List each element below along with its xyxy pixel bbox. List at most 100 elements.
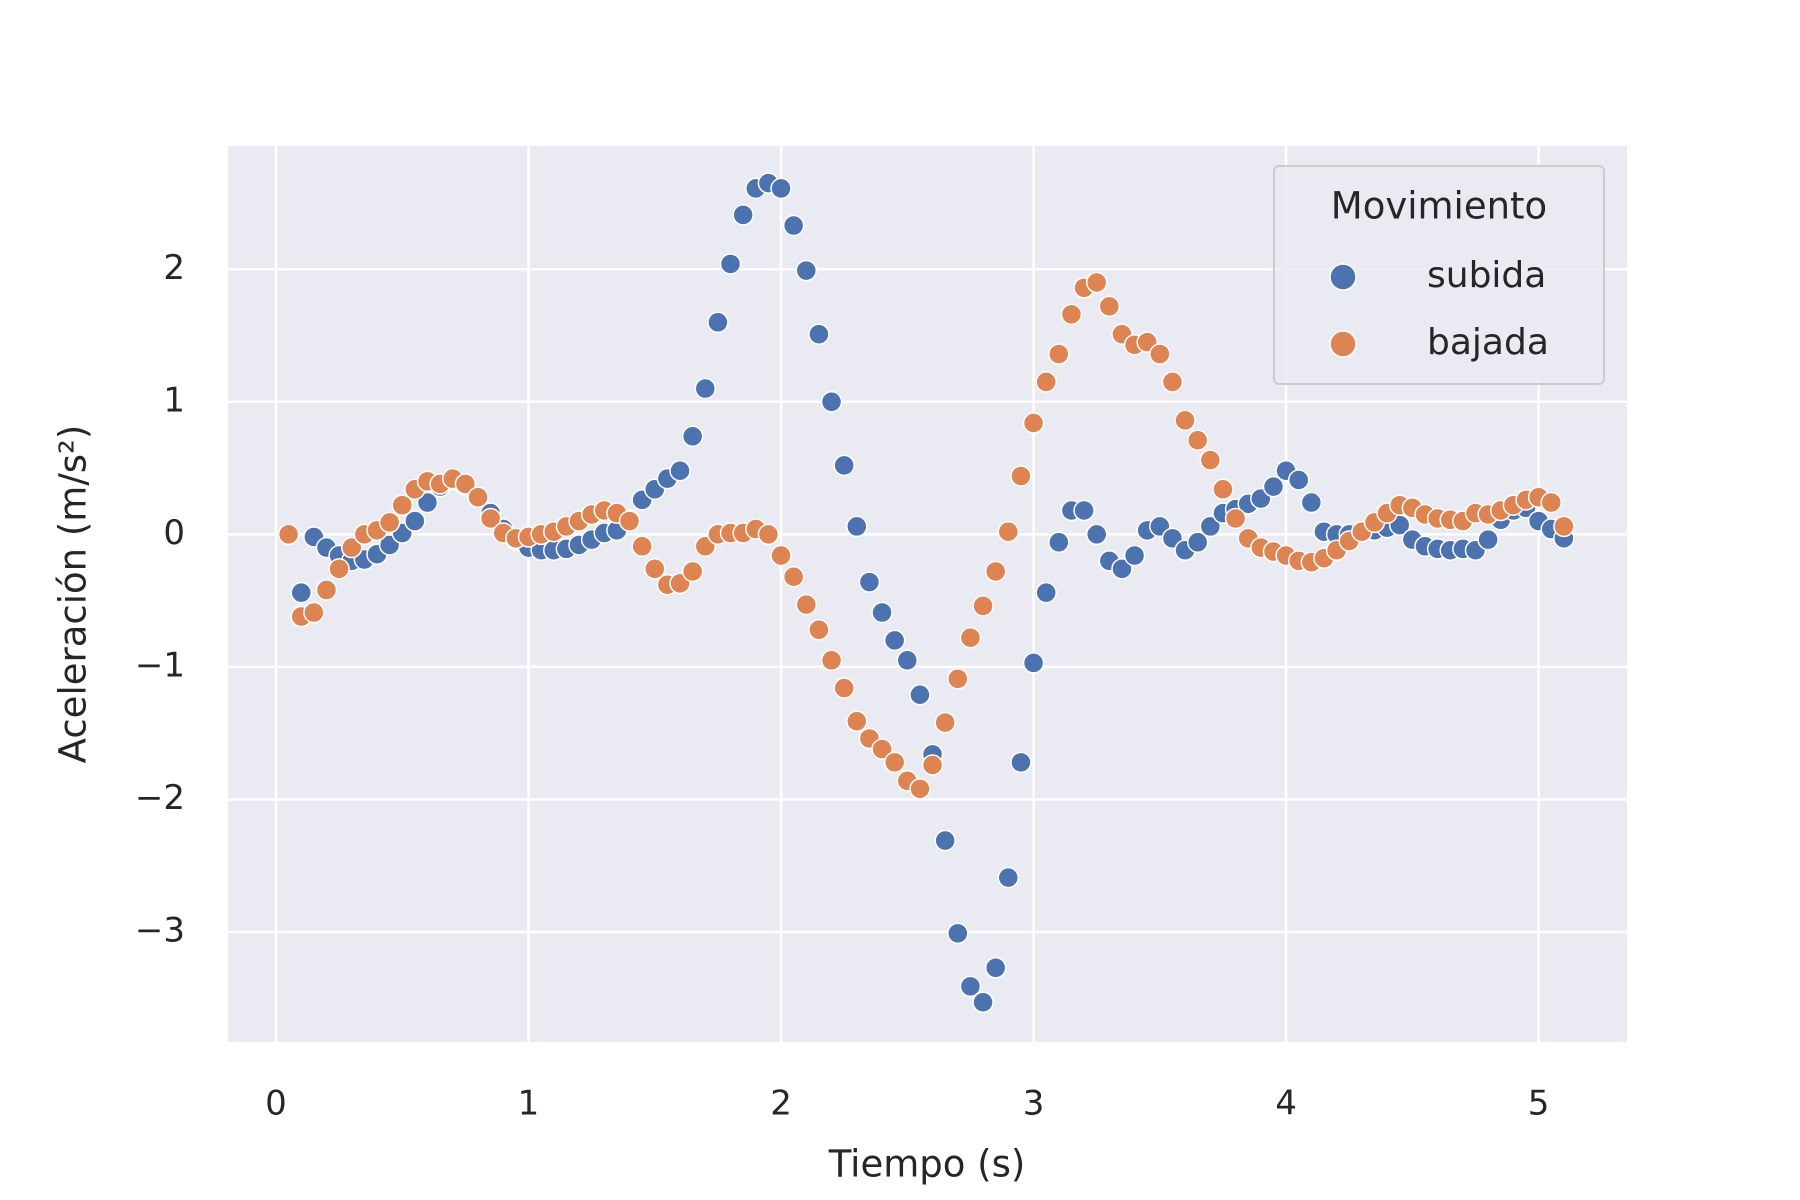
scatter-point xyxy=(707,311,729,334)
scatter-point xyxy=(303,601,325,624)
scatter-point xyxy=(1199,449,1222,471)
legend-box xyxy=(1273,165,1605,385)
scatter-point xyxy=(883,629,906,652)
scatter-point xyxy=(909,778,931,800)
scatter-point xyxy=(1553,515,1575,538)
legend: Movimiento subida bajada xyxy=(1273,165,1605,385)
scatter-point xyxy=(871,738,893,760)
scatter-point xyxy=(997,866,1020,889)
scatter-point xyxy=(1161,371,1184,393)
scatter-point xyxy=(921,754,944,776)
scatter-point xyxy=(681,560,704,583)
scatter-point xyxy=(1300,491,1323,514)
scatter-point xyxy=(1073,499,1095,522)
legend-label: subida xyxy=(1427,255,1546,296)
scatter-point xyxy=(1174,409,1196,432)
scatter-point xyxy=(391,494,413,516)
x-tick-label: 2 xyxy=(770,1084,792,1124)
scatter-point xyxy=(290,581,312,604)
scatter-point xyxy=(1022,412,1045,434)
scatter-point xyxy=(934,829,956,852)
scatter-point xyxy=(618,510,641,532)
scatter-point xyxy=(719,253,742,275)
scatter-point xyxy=(972,595,994,617)
y-tick-label: −2 xyxy=(135,778,185,818)
legend-title: Movimiento xyxy=(1331,185,1547,228)
scatter-point xyxy=(340,536,363,559)
scatter-point xyxy=(1035,581,1057,604)
scatter-point xyxy=(1085,523,1108,546)
scatter-point xyxy=(833,454,855,477)
scatter-point xyxy=(770,544,792,567)
scatter-point xyxy=(846,515,868,538)
scatter-point xyxy=(1149,343,1171,365)
y-tick-label: 2 xyxy=(163,248,185,288)
y-tick-label: −1 xyxy=(135,645,185,685)
scatter-point xyxy=(1186,531,1209,554)
scatter-point xyxy=(934,711,956,734)
scatter-point xyxy=(795,593,818,616)
scatter-point xyxy=(984,560,1007,583)
x-tick-label: 0 xyxy=(265,1084,287,1124)
scatter-point xyxy=(1035,371,1057,393)
scatter-point xyxy=(1010,465,1032,487)
scatter-point xyxy=(479,507,502,530)
scatter-point xyxy=(669,459,691,482)
scatter-point xyxy=(681,425,704,448)
scatter-point xyxy=(644,558,666,580)
scatter-point xyxy=(984,957,1007,979)
scatter-point xyxy=(1022,652,1045,674)
scatter-point xyxy=(1199,515,1222,538)
x-tick-label: 4 xyxy=(1275,1084,1297,1124)
scatter-point xyxy=(1098,295,1121,318)
y-tick-label: 0 xyxy=(163,513,185,553)
scatter-point xyxy=(972,991,994,1013)
scatter-point xyxy=(909,683,931,706)
scatter-point xyxy=(871,601,893,624)
scatter-point xyxy=(694,377,717,400)
scatter-point xyxy=(1224,507,1247,530)
scatter-point xyxy=(1540,491,1562,514)
scatter-point xyxy=(378,511,401,534)
scatter-point xyxy=(757,523,780,546)
scatter-point xyxy=(315,579,338,601)
scatter-point xyxy=(883,751,906,774)
scatter-point xyxy=(997,520,1020,543)
scatter-point xyxy=(1048,343,1070,365)
scatter-point xyxy=(896,649,919,672)
scatter-point xyxy=(808,323,830,345)
scatter-point xyxy=(782,566,805,588)
scatter-point xyxy=(947,668,969,690)
scatter-point xyxy=(795,259,818,282)
scatter-point xyxy=(416,491,439,514)
scatter-point xyxy=(631,535,653,558)
y-tick-label: −3 xyxy=(135,910,185,950)
x-tick-label: 1 xyxy=(518,1084,540,1124)
scatter-point xyxy=(947,922,969,945)
scatter-point xyxy=(770,177,792,200)
scatter-point xyxy=(467,486,489,508)
scatter-point xyxy=(1111,558,1133,580)
scatter-point xyxy=(1048,531,1070,554)
scatter-point xyxy=(1477,528,1499,551)
x-axis-label: Tiempo (s) xyxy=(828,1143,1026,1186)
scatter-point xyxy=(959,626,982,649)
scatter-point xyxy=(808,619,830,641)
scatter-point xyxy=(1123,544,1146,567)
scatter-point xyxy=(858,571,881,593)
scatter-point xyxy=(782,214,805,237)
scatter-point xyxy=(959,975,982,998)
scatter-point xyxy=(820,649,843,672)
scatter-point xyxy=(1010,751,1032,774)
scatter-point xyxy=(1060,303,1083,326)
x-tick-label: 5 xyxy=(1528,1084,1550,1124)
scatter-point xyxy=(454,473,477,495)
scatter-point xyxy=(328,558,350,580)
legend-label: bajada xyxy=(1427,322,1549,363)
scatter-point xyxy=(1212,478,1234,501)
scatter-point xyxy=(732,204,754,226)
scatter-point xyxy=(1287,469,1310,491)
legend-marker xyxy=(1329,330,1357,358)
scatter-point xyxy=(1262,475,1285,498)
